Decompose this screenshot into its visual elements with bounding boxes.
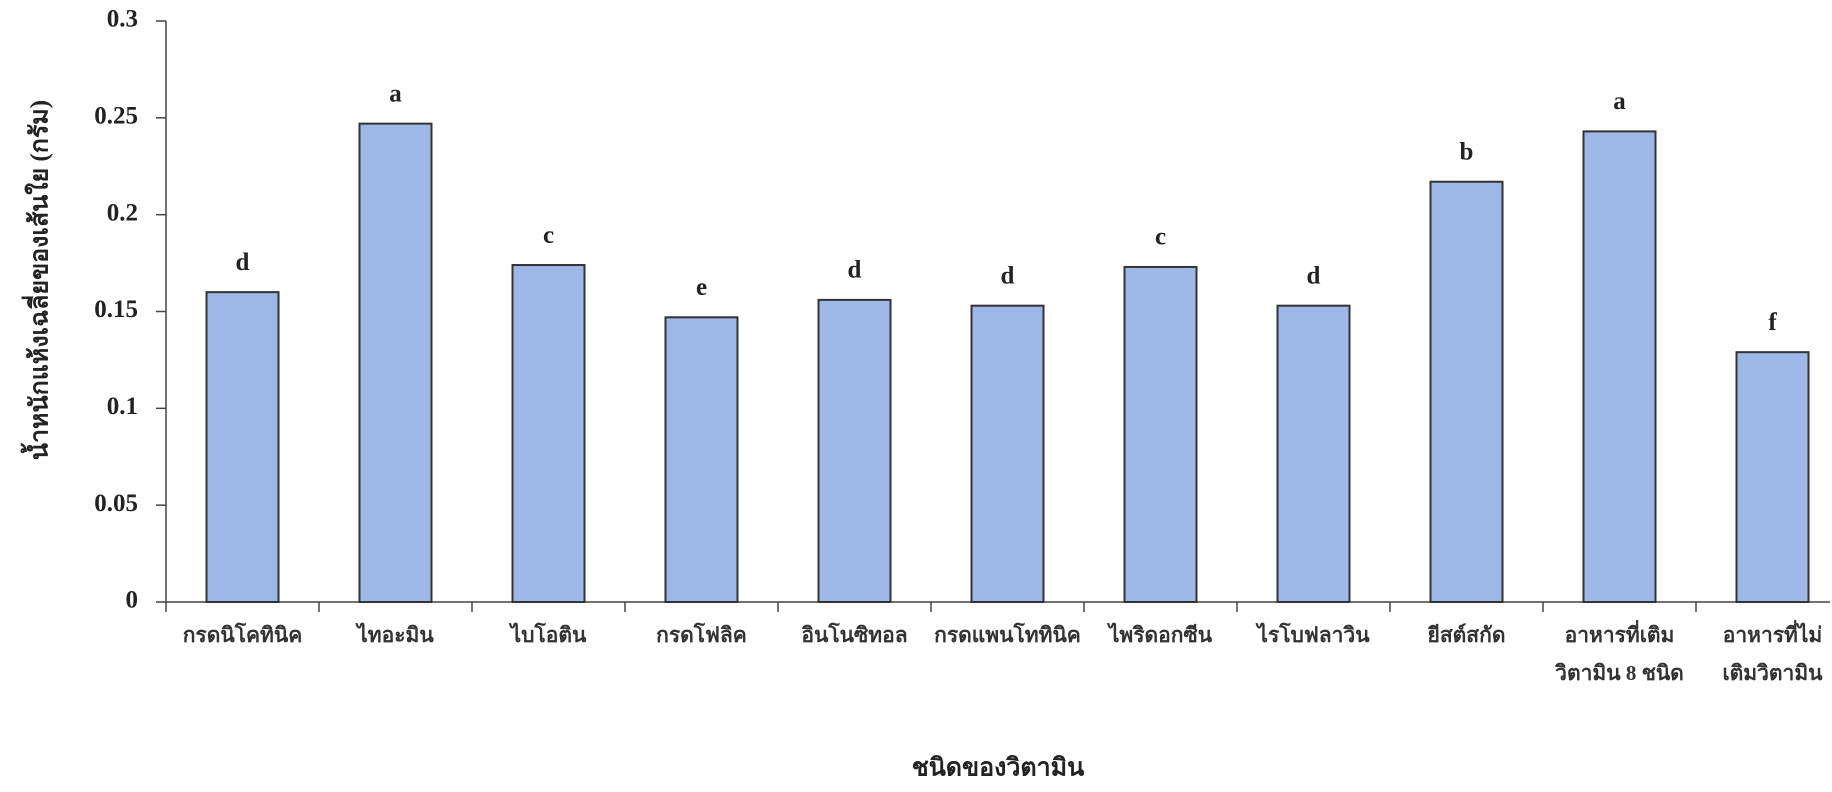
bar (511, 264, 586, 603)
y-axis-title: น้ำหนักแห้งเฉลี่ยของเส้นใย (กรัม) (20, 100, 54, 460)
x-tick-label-line: ไทอะมิน (355, 622, 434, 647)
bar (817, 298, 892, 603)
y-tick-label: 0.3 (107, 6, 138, 33)
y-tick-label: 0 (126, 587, 139, 614)
x-tick-label: กรดนิโคทินิค (183, 622, 303, 647)
group-letter: f (1768, 309, 1777, 336)
group-letter: c (1155, 224, 1166, 251)
x-tick-label-line: ยีสต์สกัด (1427, 623, 1506, 647)
group-letter: d (848, 257, 862, 284)
y-tick-label: 0.1 (107, 393, 138, 420)
x-tick-label: กรดโฟลิค (656, 622, 747, 647)
bar (1123, 265, 1198, 603)
group-letter: c (543, 222, 554, 249)
x-tick-label: ยีสต์สกัด (1427, 623, 1506, 647)
x-tick-label-line: เติมวิตามิน (1722, 661, 1823, 685)
x-tick-label: อาหารที่เติมวิตามิน 8 ชนิด (1554, 619, 1684, 685)
x-tick-label: อาหารที่ไม่เติมวิตามิน (1722, 619, 1823, 685)
x-tick-label: ไรโบฟลาวิน (1255, 622, 1370, 647)
x-tick-label-line: กรดนิโคทินิค (183, 622, 303, 647)
x-tick-label: ไทอะมิน (355, 622, 434, 647)
bar (1735, 351, 1810, 604)
x-tick-label: กรดแพนโททินิค (934, 622, 1081, 647)
x-tick-label: ไพริดอกซีน (1107, 622, 1213, 647)
bar (970, 304, 1045, 603)
group-letter: a (1613, 88, 1626, 115)
x-tick-label-line: อินโนซิทอล (801, 622, 908, 647)
x-tick-label: อินโนซิทอล (801, 622, 908, 647)
x-tick-label-line: อาหารที่ไม่ (1723, 619, 1823, 647)
x-tick-label-line: กรดโฟลิค (656, 622, 747, 647)
x-tick-label: ไบโอติน (509, 622, 587, 647)
group-letter: e (696, 274, 707, 301)
x-tick-label-line: ไรโบฟลาวิน (1255, 622, 1370, 647)
x-tick-label-line: อาหารที่เติม (1565, 619, 1675, 647)
group-letter: d (1001, 262, 1015, 289)
y-tick-label: 0.15 (94, 296, 138, 323)
y-tick-label: 0.05 (94, 490, 138, 517)
bar (664, 316, 739, 603)
bar (1276, 304, 1351, 603)
y-tick-label: 0.2 (107, 199, 138, 226)
x-tick-label-line: ไพริดอกซีน (1107, 622, 1213, 647)
bar (1582, 130, 1657, 603)
x-tick-label-line: วิตามิน 8 ชนิด (1554, 661, 1684, 685)
group-letter: a (389, 80, 402, 107)
group-letter: b (1460, 138, 1474, 165)
y-tick-label: 0.25 (94, 103, 138, 130)
group-letter: d (236, 249, 250, 276)
bar (1429, 180, 1504, 603)
x-axis-title: ชนิดของวิตามิน (912, 755, 1085, 782)
bar (205, 291, 280, 603)
bar (358, 122, 433, 603)
group-letter: d (1307, 262, 1321, 289)
x-tick-label-line: ไบโอติน (509, 622, 587, 647)
x-tick-label-line: กรดแพนโททินิค (934, 622, 1081, 647)
